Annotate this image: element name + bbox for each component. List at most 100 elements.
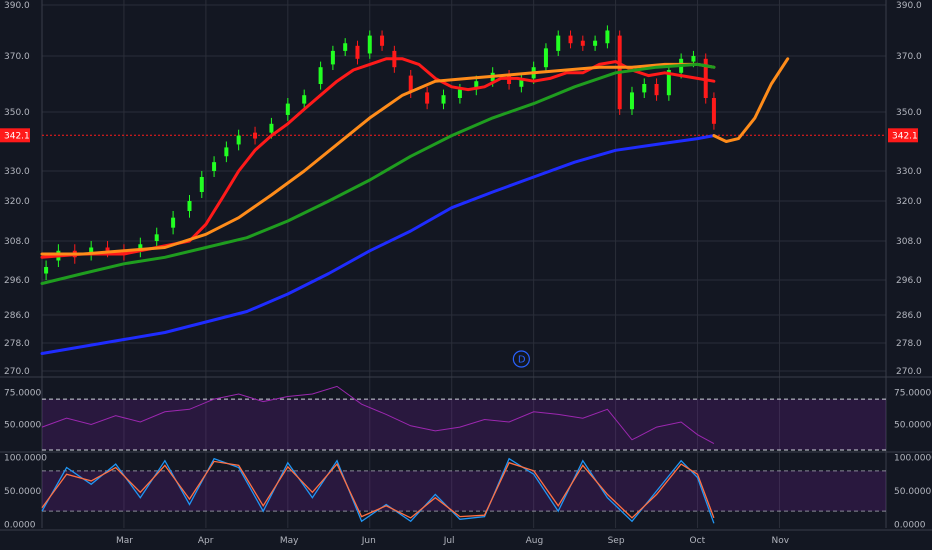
candle-body	[154, 234, 159, 241]
price-y-tick-left: 286.0	[4, 311, 30, 321]
candle-body	[666, 70, 671, 96]
candle-body	[302, 95, 307, 104]
stoch-band-fill	[42, 470, 886, 512]
price-panel[interactable]: 390.0 390.0 370.0 370.0 350.0 350.0 330.0 330.0…	[0, 0, 922, 528]
price-y-tick-right: 350.0	[896, 108, 922, 118]
price-y-tick-left: 370.0	[4, 52, 30, 62]
price-y-tick-left: 390.0	[4, 1, 30, 11]
x-tick-label: Mar	[116, 536, 133, 546]
candle-body	[642, 84, 647, 93]
candle-body	[224, 147, 229, 157]
stoch-y-tick-left: 100.0000	[4, 453, 47, 463]
stoch-line-0	[41, 457, 715, 524]
candle-body	[330, 50, 335, 65]
candle-body	[593, 40, 598, 46]
stoch-y-tick-left: 0.0000	[4, 521, 36, 531]
price-y-tick-left: 350.0	[4, 108, 30, 118]
candle-body	[580, 40, 585, 46]
candle-body	[519, 78, 524, 87]
candle-body	[236, 135, 241, 145]
candle-body	[105, 247, 110, 251]
price-y-tick-right: 320.0	[896, 197, 922, 207]
x-tick-label: Aug	[526, 536, 544, 546]
price-y-tick-right: 370.0	[896, 52, 922, 62]
price-series-line-4	[712, 57, 790, 143]
price-y-tick-right: 270.0	[896, 367, 922, 377]
stochastic-panel[interactable]: 100.0000 100.0000 50.0000 50.0000 0.0000 0.00…	[0, 451, 932, 531]
current-price-label-left: 342.1	[4, 131, 30, 141]
candle-body	[556, 35, 561, 51]
price-y-tick-left: 270.0	[4, 367, 30, 377]
current-price-badge-left	[0, 128, 30, 143]
dividend-marker-circle	[512, 350, 530, 368]
candle-body	[171, 217, 176, 228]
candle-body	[441, 95, 446, 104]
price-y-tick-left: 296.0	[4, 276, 30, 286]
candle-body	[318, 67, 323, 84]
price-y-tick-right: 296.0	[896, 276, 922, 286]
x-axis: Mar Apr May Jun Jul Aug Sep Oct Nov	[0, 529, 932, 546]
x-tick-label: Oct	[690, 536, 706, 546]
candle-body	[44, 267, 49, 274]
rsi-y-tick-left: 75.0000	[4, 389, 41, 399]
dividend-marker-label: D	[518, 355, 526, 366]
candle-body	[343, 43, 348, 51]
price-y-tick-right: 390.0	[896, 1, 922, 11]
x-tick-label: May	[280, 536, 299, 546]
stoch-y-tick-right: 50.0000	[894, 487, 931, 497]
candle-body	[605, 30, 610, 44]
price-y-tick-left: 330.0	[4, 167, 30, 177]
rsi-y-tick-left: 50.0000	[4, 421, 41, 431]
candle-body	[138, 244, 143, 251]
candle-body	[629, 92, 634, 110]
candle-body	[654, 84, 659, 96]
rsi-line-0	[41, 385, 715, 445]
candle-body	[199, 177, 204, 192]
price-y-tick-right: 286.0	[896, 311, 922, 321]
candle-body	[691, 56, 696, 62]
current-price-label-right: 342.1	[892, 131, 918, 141]
x-tick-label: Apr	[198, 536, 214, 546]
price-series-line-3	[40, 134, 716, 355]
candle-body	[269, 123, 274, 133]
stoch-y-tick-left: 50.0000	[4, 487, 41, 497]
current-price-badge-right	[888, 128, 918, 143]
candle-body	[355, 45, 360, 59]
price-series-line-2	[40, 62, 716, 285]
rsi-band-fill	[42, 399, 886, 450]
candle-body	[568, 35, 573, 44]
stoch-y-tick-right: 0.0000	[894, 521, 926, 531]
price-y-tick-right: 278.0	[896, 339, 922, 349]
rsi-panel[interactable]: 75.0000 75.0000 50.0000 50.0000	[0, 376, 932, 451]
price-y-tick-right: 308.0	[896, 237, 922, 247]
x-tick-label: Sep	[608, 536, 625, 546]
candle-body	[380, 35, 385, 46]
candle-body	[367, 35, 372, 54]
candle-body	[408, 75, 413, 93]
rsi-y-tick-right: 75.0000	[894, 389, 931, 399]
price-y-tick-left: 308.0	[4, 237, 30, 247]
candle-body	[212, 162, 217, 171]
stoch-y-tick-right: 100.0000	[894, 453, 932, 463]
candle-body	[425, 92, 430, 104]
candle-body	[457, 89, 462, 98]
x-tick-label: Nov	[771, 536, 789, 546]
candle-body	[187, 201, 192, 211]
price-y-tick-left: 278.0	[4, 339, 30, 349]
candle-body	[89, 247, 94, 254]
x-tick-label: Jun	[361, 536, 376, 546]
price-series-line-1	[40, 62, 716, 256]
stoch-line-1	[41, 460, 715, 519]
x-tick-label: Jul	[443, 536, 455, 546]
candle-body	[711, 98, 716, 124]
candle-body	[474, 81, 479, 90]
candle-body	[121, 250, 126, 254]
price-y-tick-left: 320.0	[4, 197, 30, 207]
candle-body	[543, 48, 548, 68]
candle-body	[253, 132, 258, 139]
price-y-tick-right: 330.0	[896, 167, 922, 177]
rsi-y-tick-right: 50.0000	[894, 421, 931, 431]
candle-body	[285, 103, 290, 115]
